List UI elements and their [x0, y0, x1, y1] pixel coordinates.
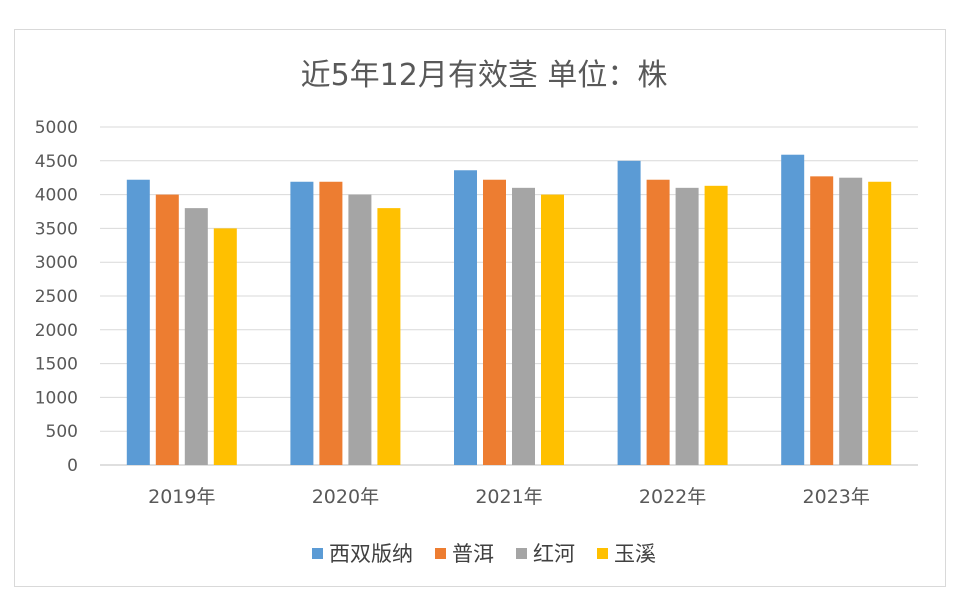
bar [704, 185, 728, 465]
y-tick-label: 2500 [35, 287, 78, 307]
bar [781, 154, 805, 465]
bar [213, 228, 237, 465]
bar [646, 179, 670, 465]
bar [868, 181, 892, 466]
bar [483, 179, 506, 465]
y-tick-label: 0 [67, 456, 78, 476]
y-tick-label: 4500 [35, 152, 78, 172]
y-tick-label: 3500 [35, 219, 78, 239]
legend-label: 西双版纳 [329, 542, 413, 566]
legend-swatch [312, 547, 323, 559]
legend-label: 红河 [533, 542, 575, 566]
y-tick-label: 4000 [35, 186, 78, 206]
legend-swatch [516, 547, 527, 559]
bar [377, 208, 401, 465]
legend-swatch [597, 547, 608, 559]
y-tick-label: 3000 [35, 253, 78, 273]
bar [155, 194, 179, 465]
legend-item-puer: 普洱 [435, 538, 494, 568]
legend: 西双版纳 普洱 红河 玉溪 [0, 538, 968, 568]
bar [126, 179, 150, 465]
bar [184, 208, 208, 465]
y-tick-label: 1000 [35, 388, 78, 408]
bar [675, 187, 699, 465]
bar [319, 181, 343, 466]
chart-title: 近5年12月有效茎 单位：株 [300, 58, 668, 93]
x-tick-label: 2021年 [475, 486, 542, 508]
legend-swatch [435, 547, 446, 559]
y-tick-label: 500 [46, 422, 78, 442]
bar [512, 187, 535, 465]
bar [348, 194, 372, 465]
x-tick-label: 2023年 [803, 486, 870, 508]
x-tick-label: 2022年 [639, 486, 706, 508]
bar [541, 194, 564, 465]
legend-item-yuxi: 玉溪 [597, 538, 656, 568]
y-tick-label: 5000 [35, 118, 78, 138]
bar [454, 170, 477, 465]
y-tick-label: 2000 [35, 321, 78, 341]
y-tick-label: 1500 [35, 355, 78, 375]
bar [839, 177, 863, 465]
x-tick-label: 2020年 [312, 486, 379, 508]
legend-item-honghe: 红河 [516, 538, 575, 568]
legend-item-xishuangbanna: 西双版纳 [312, 538, 413, 568]
bar [810, 176, 834, 465]
x-tick-label: 2019年 [148, 486, 215, 508]
legend-label: 玉溪 [614, 542, 656, 566]
bar [290, 181, 314, 466]
bar [617, 160, 641, 466]
legend-label: 普洱 [452, 542, 494, 566]
